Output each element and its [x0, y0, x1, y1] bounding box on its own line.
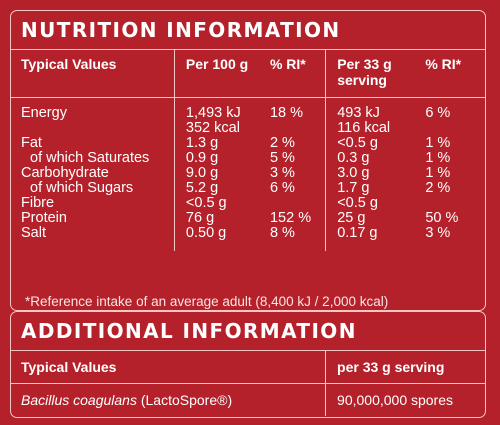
row-per-33g: 25 g [325, 211, 426, 226]
additional-row: Bacillus coagulans (LactoSpore®) 90,000,… [11, 383, 485, 416]
row-label: Energy [21, 105, 67, 121]
row-ri-100: 6 % [269, 180, 295, 196]
header-ri-33: % RI* [425, 56, 462, 72]
row-per-33g: 3.0 g [325, 166, 426, 181]
row-ri-100: 18 % [269, 105, 304, 121]
row-ri-100: 3 % [269, 165, 295, 181]
additional-header-serving: per 33 g serving [325, 351, 485, 384]
row-ri-33 [425, 121, 485, 136]
row-per-33g: <0.5 g [325, 136, 426, 151]
row-label: Fat [21, 135, 42, 151]
header-typical-values: Typical Values [21, 56, 117, 72]
nutrition-panel: NUTRITION INFORMATION Typical Values Per… [10, 10, 486, 311]
table-row: 352 kcal 116 kcal [11, 121, 485, 136]
row-ri-100 [270, 121, 326, 136]
row-per-100g: 1,493 kJ [173, 97, 270, 121]
row-per-100g: 76 g [173, 211, 270, 226]
row-ri-100: 2 % [269, 135, 295, 151]
row-label: Salt [21, 225, 46, 241]
row-ri-33: 2 % [425, 180, 451, 196]
nutrition-table: Typical Values Per 100 g % RI* Per 33 g … [11, 50, 485, 251]
footnote: *Reference intake of an average adult (8… [25, 294, 389, 309]
table-row: Energy 1,493 kJ 18 % 493 kJ 6 % [11, 97, 485, 121]
row-per-100g: 5.2 g [173, 181, 270, 196]
row-per-33g: 1.7 g [325, 181, 426, 196]
row-ri-100: 8 % [269, 225, 295, 241]
row-per-33g: 0.3 g [325, 151, 426, 166]
row-per-33g: 116 kcal [325, 121, 426, 136]
nutrition-header-row: Typical Values Per 100 g % RI* Per 33 g … [11, 50, 485, 98]
row-ri-100 [270, 196, 326, 211]
row-ri-33: 6 % [425, 105, 451, 121]
row-label: Carbohydrate [21, 165, 109, 181]
nutrition-rows: Energy 1,493 kJ 18 % 493 kJ 6 % 352 kcal 116 k… [11, 97, 485, 251]
row-label: of which Saturates [30, 150, 150, 166]
additional-table: Typical Values per 33 g serving Bacillus… [11, 351, 485, 416]
row-ri-33: 3 % [425, 225, 451, 241]
table-row: Protein 76 g 152 % 25 g 50 % [11, 211, 485, 226]
row-per-33g: <0.5 g [325, 196, 426, 211]
row-per-100g: 352 kcal [173, 121, 270, 136]
header-ri-100: % RI* [269, 56, 306, 72]
row-per-100g: 1.3 g [173, 136, 270, 151]
table-filler [11, 241, 485, 251]
additional-header-row: Typical Values per 33 g serving [11, 351, 485, 384]
nutrition-header: NUTRITION INFORMATION [11, 11, 485, 50]
row-ri-33 [425, 196, 485, 211]
row-label: of which Sugars [30, 180, 134, 196]
row-ri-33: 1 % [425, 165, 451, 181]
row-per-33g: 493 kJ [325, 97, 426, 121]
row-per-100g: 0.9 g [173, 151, 270, 166]
row-ri-33: 50 % [425, 210, 459, 226]
table-row: Fibre <0.5 g <0.5 g [11, 196, 485, 211]
additional-header-typical: Typical Values [11, 351, 326, 384]
row-ri-33: 1 % [425, 150, 451, 166]
additional-header: ADDITIONAL INFORMATION [11, 312, 485, 351]
row-label: Protein [21, 210, 67, 226]
row-label [11, 121, 174, 136]
row-ri-100: 152 % [269, 210, 312, 226]
row-per-100g: 0.50 g [173, 226, 270, 241]
additional-item-value: 90,000,000 spores [325, 383, 485, 416]
additional-title: ADDITIONAL INFORMATION [21, 319, 357, 343]
row-per-100g: <0.5 g [173, 196, 270, 211]
header-per-100g: Per 100 g [173, 50, 270, 98]
row-label: Fibre [21, 195, 55, 211]
additional-item-label: Bacillus coagulans (LactoSpore®) [21, 392, 233, 408]
row-per-33g: 0.17 g [325, 226, 426, 241]
row-per-100g: 9.0 g [173, 166, 270, 181]
header-per-33g: Per 33 g serving [325, 50, 426, 98]
nutrition-title: NUTRITION INFORMATION [21, 18, 341, 42]
row-ri-33: 1 % [425, 135, 451, 151]
row-ri-100: 5 % [269, 150, 295, 166]
additional-panel: ADDITIONAL INFORMATION Typical Values pe… [10, 311, 486, 418]
